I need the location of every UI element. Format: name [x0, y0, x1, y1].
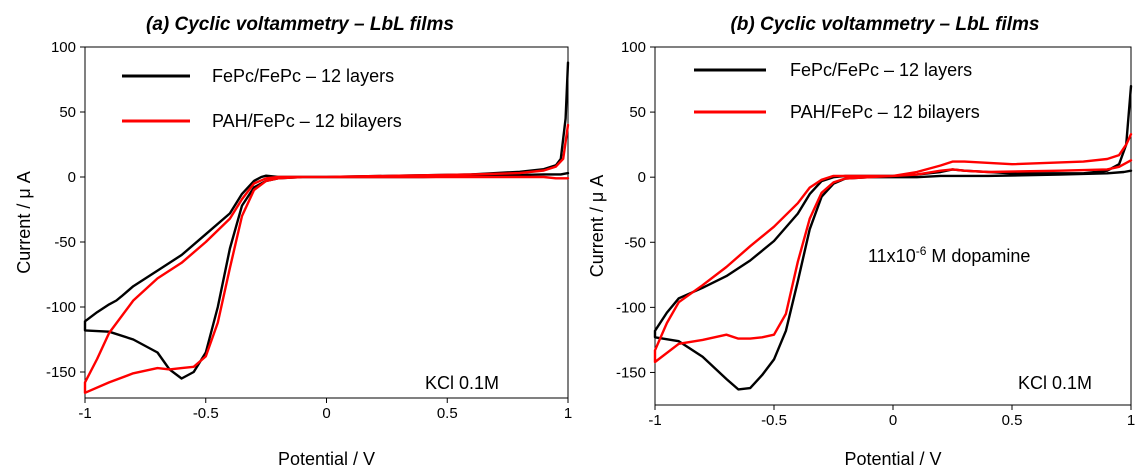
y-tick-label: -150: [616, 364, 646, 381]
plot-frame: [654, 46, 1132, 406]
x-tick-label: -0.5: [193, 405, 219, 422]
x-tick-label: 1: [1127, 412, 1135, 429]
y-tick-label: -100: [616, 299, 646, 316]
y-tick-label: 0: [638, 169, 646, 186]
y-axis-label: Current / μ A: [587, 175, 607, 277]
legend-label: FePc/FePc – 12 layers: [790, 60, 972, 80]
chart-b: (b) Cyclic voltammetry – LbL films100500…: [587, 14, 1135, 469]
plot-frame: [84, 46, 569, 399]
x-tick-label: 0: [889, 412, 897, 429]
series-line-pah-fepc: [653, 132, 1133, 364]
x-tick-label: 0.5: [1002, 412, 1023, 429]
x-tick-label: -1: [78, 405, 91, 422]
y-axis-label: Current / μ A: [14, 171, 34, 273]
x-tick-label: 1: [564, 405, 572, 422]
series-line-pah-fepc: [83, 123, 570, 394]
y-tick-label: 0: [68, 169, 76, 186]
x-tick-label: 0: [322, 405, 330, 422]
y-tick-label: 50: [59, 104, 76, 121]
x-axis-label: Potential / V: [278, 449, 375, 469]
annotation: 11x10-6 M dopamine: [868, 244, 1030, 266]
annotation: KCl 0.1M: [1018, 373, 1092, 393]
y-tick-label: -50: [54, 234, 76, 251]
y-tick-label: -150: [46, 364, 76, 381]
x-tick-label: -1: [648, 412, 661, 429]
x-tick-label: 0.5: [437, 405, 458, 422]
chart-title: (a) Cyclic voltammetry – LbL films: [146, 14, 454, 35]
legend-label: PAH/FePc – 12 bilayers: [790, 102, 980, 122]
x-tick-label: -0.5: [761, 412, 787, 429]
y-tick-label: -50: [624, 234, 646, 251]
y-tick-label: -100: [46, 299, 76, 316]
legend-label: FePc/FePc – 12 layers: [212, 66, 394, 86]
series-line-fepc-fepc: [83, 61, 570, 380]
annotation: KCl 0.1M: [425, 373, 499, 393]
y-tick-label: 100: [621, 39, 646, 56]
x-axis-label: Potential / V: [844, 449, 941, 469]
chart-title: (b) Cyclic voltammetry – LbL films: [730, 14, 1039, 35]
y-tick-label: 100: [51, 39, 76, 56]
y-tick-label: 50: [629, 104, 646, 121]
legend-label: PAH/FePc – 12 bilayers: [212, 111, 402, 131]
chart-a: (a) Cyclic voltammetry – LbL films100500…: [14, 14, 572, 469]
series-line-fepc-fepc: [653, 84, 1133, 391]
